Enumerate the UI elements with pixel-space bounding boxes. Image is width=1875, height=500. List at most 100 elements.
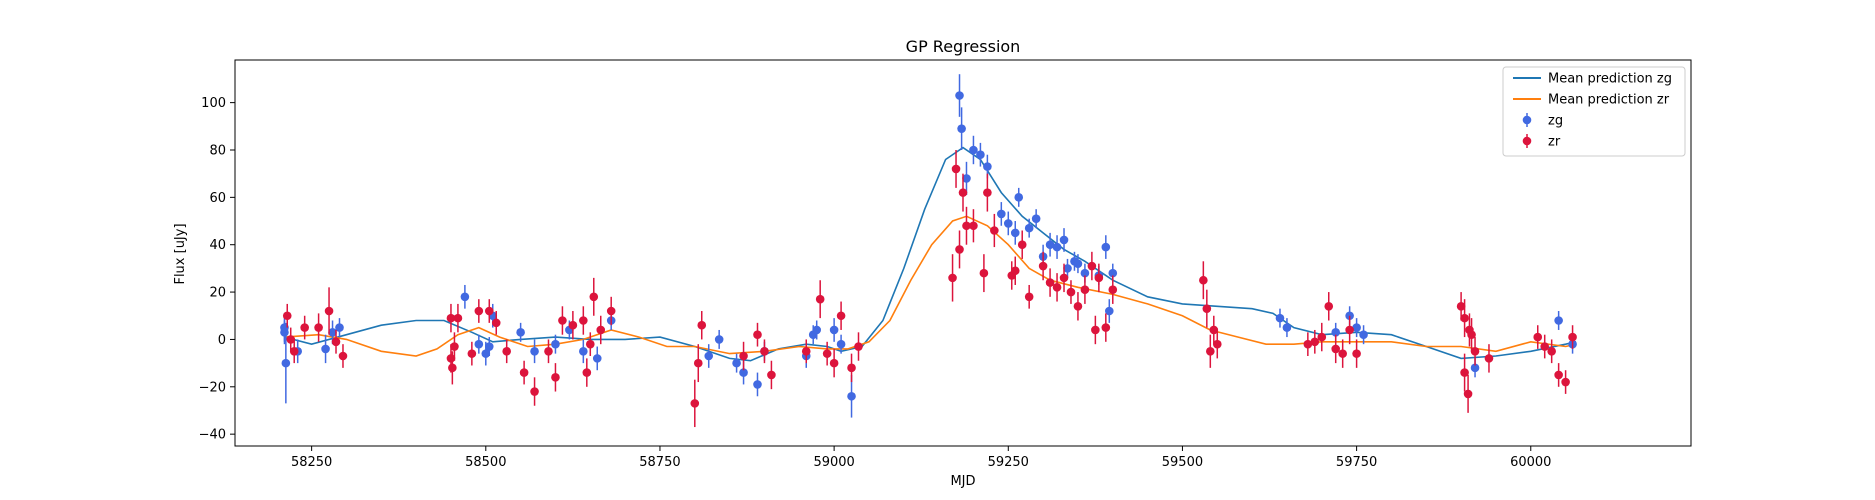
data-point-zr bbox=[1199, 261, 1208, 300]
data-point-zr bbox=[854, 332, 863, 361]
data-point-zr bbox=[760, 339, 769, 364]
data-point-zr bbox=[450, 332, 459, 361]
x-tick-label: 58500 bbox=[465, 455, 506, 470]
data-point-zr bbox=[579, 306, 588, 335]
data-point-zr bbox=[519, 360, 529, 385]
data-point-zr bbox=[847, 353, 856, 383]
data-point-zg bbox=[1052, 235, 1062, 259]
data-point-zr bbox=[544, 339, 553, 364]
data-point-zr bbox=[1484, 344, 1494, 373]
data-point-zg bbox=[1104, 299, 1114, 323]
data-point-zg bbox=[1063, 258, 1072, 278]
data-point-zr bbox=[1561, 370, 1570, 394]
data-point-zg bbox=[551, 334, 560, 354]
data-point-zr bbox=[1310, 329, 1320, 354]
data-point-zr bbox=[1209, 315, 1219, 345]
data-point-zr bbox=[962, 206, 971, 245]
legend-item-zr-line: Mean prediction zr bbox=[1513, 93, 1670, 108]
data-point-zr bbox=[1052, 273, 1062, 302]
data-point-zg bbox=[1275, 308, 1285, 328]
data-point-zr bbox=[815, 280, 825, 319]
data-point-zr bbox=[1460, 353, 1469, 392]
x-tick-label: 60000 bbox=[1510, 455, 1551, 470]
data-point-zr bbox=[324, 287, 334, 335]
data-point-zr bbox=[1206, 334, 1215, 368]
data-point-zr bbox=[467, 341, 477, 366]
data-point-zr bbox=[585, 332, 595, 357]
y-axis-title: Flux [uJy] bbox=[173, 223, 188, 284]
data-point-zg bbox=[1359, 325, 1368, 345]
y-tick-label: 100 bbox=[201, 96, 226, 111]
data-point-zr bbox=[948, 254, 957, 302]
data-point-zr bbox=[697, 311, 707, 340]
data-point-zr bbox=[990, 213, 999, 248]
x-axis-title: MJD bbox=[950, 474, 975, 489]
data-point-zr bbox=[979, 254, 989, 293]
y-tick-label: 80 bbox=[209, 143, 226, 158]
x-tick-label: 59250 bbox=[988, 455, 1029, 470]
legend-label: Mean prediction zg bbox=[1548, 72, 1672, 87]
legend-item-zg-line: Mean prediction zg bbox=[1513, 72, 1672, 87]
data-point-zr bbox=[1080, 275, 1090, 304]
data-point-zr bbox=[983, 173, 992, 212]
data-point-zr bbox=[955, 230, 964, 269]
data-point-zr bbox=[836, 301, 846, 330]
data-point-zr bbox=[1540, 334, 1550, 359]
data-point-zr bbox=[502, 339, 511, 364]
plot-area bbox=[280, 74, 1577, 428]
data-point-zg bbox=[1073, 254, 1083, 274]
data-point-zr bbox=[1345, 315, 1354, 345]
data-point-zr bbox=[1212, 329, 1222, 359]
data-point-zr bbox=[1533, 325, 1543, 349]
y-tick-label: −20 bbox=[199, 380, 226, 395]
data-point-zr bbox=[739, 341, 748, 371]
data-point-zr bbox=[568, 311, 578, 340]
data-point-zg bbox=[1059, 228, 1069, 252]
y-tick-label: 20 bbox=[209, 286, 226, 301]
data-point-zg bbox=[1282, 318, 1292, 338]
data-point-zr bbox=[951, 149, 961, 188]
data-point-zg bbox=[579, 339, 588, 364]
data-point-zg bbox=[1014, 187, 1024, 207]
data-point-zr bbox=[289, 339, 299, 364]
data-point-zr bbox=[1101, 313, 1111, 342]
data-point-zr bbox=[491, 311, 501, 335]
data-point-zg bbox=[1554, 311, 1563, 330]
data-point-zg bbox=[1003, 211, 1013, 236]
data-point-zr bbox=[1073, 292, 1083, 321]
legend-marker-swatch bbox=[1522, 136, 1532, 146]
data-point-zr bbox=[1024, 284, 1034, 309]
data-point-zr bbox=[801, 339, 811, 364]
data-point-zr bbox=[1460, 299, 1469, 338]
data-point-zg bbox=[1024, 218, 1034, 238]
legend-box bbox=[1502, 66, 1686, 157]
data-point-zg bbox=[474, 334, 484, 354]
data-point-zr bbox=[1010, 256, 1020, 285]
y-tick-label: 40 bbox=[209, 238, 226, 253]
data-point-zr bbox=[1094, 263, 1104, 293]
data-point-zr bbox=[1568, 325, 1577, 349]
data-point-zr bbox=[448, 351, 457, 385]
legend-marker-swatch bbox=[1522, 115, 1532, 125]
data-point-zr bbox=[690, 379, 700, 428]
data-point-zr bbox=[338, 344, 348, 368]
data-point-zg bbox=[957, 107, 966, 150]
legend-item-zg-points: zg bbox=[1522, 113, 1563, 129]
legend-label: Mean prediction zr bbox=[1548, 93, 1670, 108]
x-tick-label: 59000 bbox=[813, 455, 854, 470]
data-point-zr bbox=[1338, 339, 1347, 368]
data-point-zr bbox=[558, 306, 567, 335]
y-axis: −40 −20 0 20 40 60 80 100 bbox=[199, 96, 235, 443]
data-point-zr bbox=[596, 315, 606, 345]
data-point-zr bbox=[767, 360, 776, 390]
data-point-zr bbox=[282, 303, 292, 328]
data-point-zr bbox=[1467, 318, 1476, 352]
data-point-zr bbox=[693, 344, 703, 383]
y-tick-label: 60 bbox=[209, 191, 226, 206]
data-point-zr bbox=[551, 363, 560, 392]
data-point-zr bbox=[1202, 289, 1212, 328]
data-point-zr bbox=[1066, 280, 1076, 304]
data-point-zr bbox=[1317, 322, 1327, 352]
data-point-zg bbox=[281, 322, 291, 404]
